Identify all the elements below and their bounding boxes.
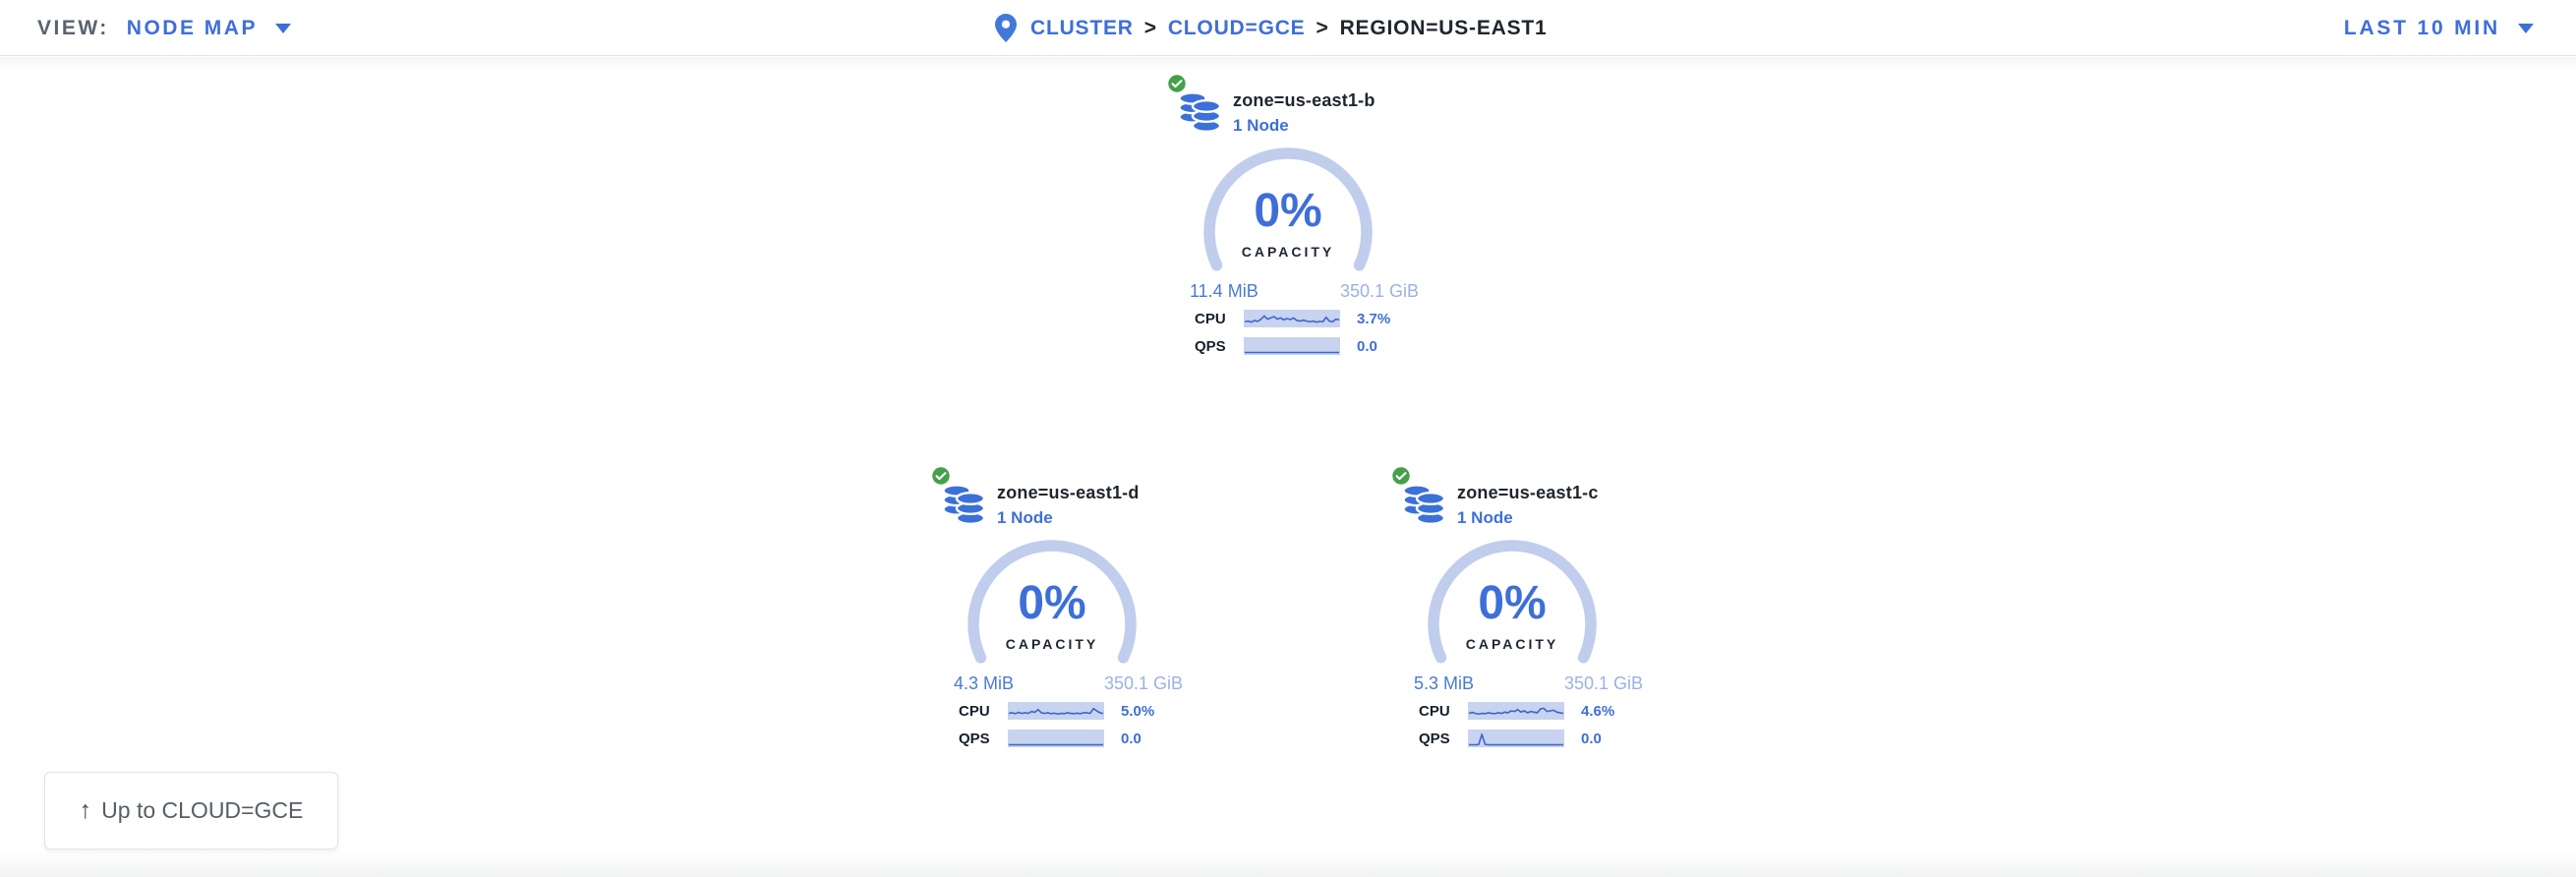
zone-card-header: zone=us-east1-c 1 Node [1390, 465, 1630, 527]
capacity-used: 4.3 MiB [954, 673, 1015, 693]
capacity-total: 350.1 GiB [1563, 673, 1643, 693]
zone-title: zone=us-east1-d [997, 483, 1140, 502]
topbar-shadow [0, 57, 2576, 71]
qps-value: 0.0 [1121, 730, 1142, 747]
cpu-label: CPU [1195, 310, 1226, 327]
cpu-row: CPU 3.7% [1195, 310, 1406, 327]
time-range-value: LAST 10 MIN [2343, 16, 2500, 39]
qps-sparkline [1008, 730, 1104, 747]
capacity-arc [1428, 540, 1597, 709]
cpu-value: 3.7% [1357, 310, 1391, 327]
qps-label: QPS [1195, 337, 1226, 355]
qps-value: 0.0 [1357, 337, 1377, 355]
qps-sparkline [1468, 730, 1564, 747]
node-count: 1 Node [997, 508, 1053, 527]
qps-label: QPS [959, 730, 990, 747]
database-stack-icon [942, 484, 985, 524]
breadcrumb-current-region: REGION=US-EAST1 [1339, 16, 1548, 39]
zone-title: zone=us-east1-c [1457, 483, 1599, 502]
database-stack-icon [1178, 91, 1221, 132]
location-pin-icon [995, 14, 1017, 42]
capacity-percent: 0% [1018, 576, 1086, 629]
qps-row: QPS 0.0 [1419, 730, 1630, 747]
cpu-sparkline [1008, 702, 1104, 720]
qps-row: QPS 0.0 [959, 730, 1170, 747]
capacity-label: CAPACITY [1241, 243, 1335, 260]
cpu-row: CPU 4.6% [1419, 702, 1630, 720]
cpu-sparkline [1244, 310, 1340, 327]
bottom-fade [0, 851, 2576, 877]
status-healthy-icon [1166, 73, 1188, 94]
chevron-down-icon [2518, 23, 2534, 33]
capacity-gauge: 0% CAPACITY [1194, 138, 1382, 326]
capacity-arc [1203, 147, 1373, 317]
status-healthy-icon [930, 465, 952, 487]
breadcrumb-link-cluster[interactable]: CLUSTER [1030, 16, 1134, 39]
zone-card[interactable]: zone=us-east1-d 1 Node 0% CAPACITY 4.3 M… [930, 465, 1183, 760]
node-count: 1 Node [1233, 116, 1289, 135]
cpu-value: 5.0% [1121, 702, 1155, 720]
cpu-value: 4.6% [1581, 702, 1615, 720]
capacity-gauge: 0% CAPACITY [958, 530, 1146, 719]
capacity-arc [967, 540, 1137, 709]
cpu-label: CPU [1419, 702, 1450, 720]
up-to-cloud-button[interactable]: ↑ Up to CLOUD=GCE [44, 772, 338, 849]
capacity-percent: 0% [1478, 576, 1547, 629]
zone-title: zone=us-east1-b [1233, 90, 1376, 110]
capacity-label: CAPACITY [1465, 635, 1559, 652]
time-range-selector[interactable]: LAST 10 MIN [2344, 0, 2534, 56]
breadcrumb-link-cloud[interactable]: CLOUD=GCE [1167, 16, 1306, 39]
qps-sparkline [1244, 337, 1340, 355]
view-label: VIEW: [37, 16, 109, 39]
top-bar: VIEW: NODE MAP CLUSTER > CLOUD=GCE > REG… [0, 0, 2576, 56]
capacity-total: 350.1 GiB [1339, 281, 1419, 301]
database-stack-icon [1402, 484, 1445, 524]
capacity-gauge: 0% CAPACITY [1418, 530, 1607, 719]
capacity-percent: 0% [1254, 184, 1322, 237]
cpu-row: CPU 5.0% [959, 702, 1170, 720]
up-button-label: Up to CLOUD=GCE [101, 797, 304, 823]
cpu-label: CPU [959, 702, 990, 720]
zone-card[interactable]: zone=us-east1-c 1 Node 0% CAPACITY 5.3 M… [1390, 465, 1643, 760]
capacity-total: 350.1 GiB [1103, 673, 1183, 693]
capacity-used: 11.4 MiB [1190, 281, 1259, 301]
capacity-info-row: 11.4 MiB 350.1 GiB [1190, 281, 1419, 302]
capacity-label: CAPACITY [1005, 635, 1099, 652]
zone-card-header: zone=us-east1-d 1 Node [930, 465, 1170, 527]
view-selector[interactable]: VIEW: NODE MAP [37, 0, 291, 56]
node-count: 1 Node [1457, 508, 1513, 527]
capacity-used: 5.3 MiB [1414, 673, 1475, 693]
breadcrumb-separator: > [1143, 16, 1157, 39]
status-healthy-icon [1390, 465, 1412, 487]
cpu-sparkline [1468, 702, 1564, 720]
zone-card-header: zone=us-east1-b 1 Node [1166, 73, 1406, 135]
qps-label: QPS [1419, 730, 1450, 747]
breadcrumb: CLUSTER > CLOUD=GCE > REGION=US-EAST1 [995, 0, 1548, 56]
chevron-down-icon [274, 23, 291, 33]
qps-value: 0.0 [1581, 730, 1602, 747]
zone-card[interactable]: zone=us-east1-b 1 Node 0% CAPACITY 11.4 … [1166, 73, 1419, 368]
view-value: NODE MAP [126, 16, 258, 39]
capacity-info-row: 5.3 MiB 350.1 GiB [1414, 673, 1643, 694]
capacity-info-row: 4.3 MiB 350.1 GiB [954, 673, 1183, 694]
breadcrumb-separator: > [1316, 16, 1329, 39]
arrow-up-icon: ↑ [79, 796, 92, 824]
qps-row: QPS 0.0 [1195, 337, 1406, 355]
